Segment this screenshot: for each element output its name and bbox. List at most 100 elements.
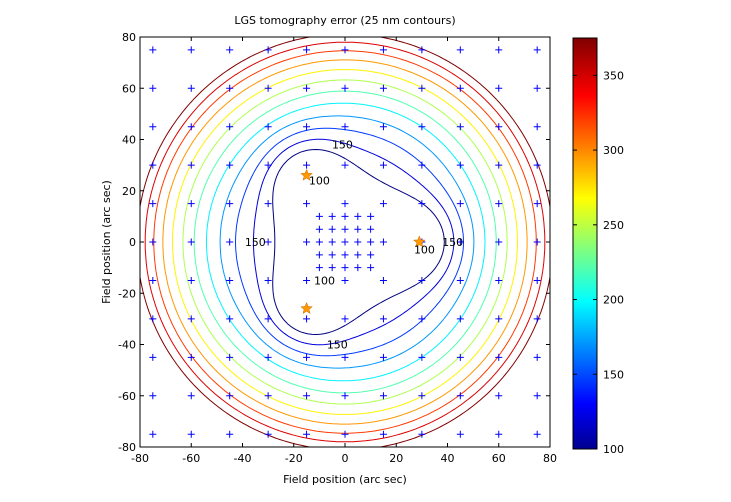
grid-point-marker: [418, 392, 426, 400]
grid-point-marker: [187, 84, 195, 92]
x-tick-label: -60: [182, 452, 200, 465]
grid-point-marker: [303, 84, 311, 92]
grid-point-marker: [149, 238, 157, 246]
grid-point-marker: [341, 251, 349, 259]
grid-point-marker: [328, 251, 336, 259]
colorbar-tick-label: 100: [603, 443, 624, 456]
contour-label: 100: [309, 175, 330, 188]
grid-point-marker: [495, 392, 503, 400]
x-axis-label: Field position (arc sec): [283, 473, 407, 486]
grid-point-marker: [264, 123, 272, 131]
grid-point-marker: [379, 200, 387, 208]
grid-point-marker: [341, 353, 349, 361]
grid-point-marker: [187, 238, 195, 246]
grid-point-marker: [315, 251, 323, 259]
grid-point-marker: [354, 251, 362, 259]
grid-point-marker: [328, 264, 336, 272]
contour-line-275: [172, 69, 518, 415]
grid-point-marker: [418, 46, 426, 54]
grid-point-marker: [379, 84, 387, 92]
grid-point-marker: [341, 161, 349, 169]
grid-point-marker: [226, 353, 234, 361]
contour-label: 150: [332, 139, 353, 152]
grid-point-marker: [303, 430, 311, 438]
grid-point-marker: [495, 353, 503, 361]
grid-point-marker: [456, 84, 464, 92]
grid-point-marker: [328, 212, 336, 220]
grid-point-marker: [264, 238, 272, 246]
grid-point-marker: [367, 264, 375, 272]
x-tick-label: 20: [389, 452, 403, 465]
grid-point-marker: [533, 353, 541, 361]
y-tick-label: -60: [118, 390, 136, 403]
contour-lines: [140, 37, 550, 447]
contour-labels: 150 100 150 100 150 100 150: [245, 139, 463, 352]
grid-point-marker: [418, 430, 426, 438]
y-axis-ticks: -80 -60 -40 -20 0 20 40 60 80: [118, 31, 550, 454]
grid-point-marker: [341, 225, 349, 233]
grid-point-marker: [226, 392, 234, 400]
lgs-star-marker: [300, 168, 313, 181]
grid-point-marker: [367, 238, 375, 246]
grid-point-marker: [379, 392, 387, 400]
grid-point-marker: [226, 123, 234, 131]
grid-point-marker: [533, 238, 541, 246]
grid-point-marker: [226, 315, 234, 323]
grid-point-marker: [495, 276, 503, 284]
lgs-star-marker: [412, 235, 426, 248]
grid-point-marker: [456, 315, 464, 323]
y-axis-label: Field position (arc sec): [100, 180, 113, 304]
grid-point-marker: [495, 200, 503, 208]
grid-point-marker: [303, 161, 311, 169]
grid-point-marker: [418, 84, 426, 92]
grid-point-marker: [315, 225, 323, 233]
grid-point-marker: [187, 430, 195, 438]
grid-point-marker: [341, 238, 349, 246]
contour-label: 100: [414, 244, 435, 257]
contour-line-300: [162, 59, 528, 425]
x-tick-label: -80: [131, 452, 149, 465]
grid-point-marker: [187, 161, 195, 169]
grid-point-marker: [456, 161, 464, 169]
contour-line-250: [182, 79, 508, 405]
grid-point-marker: [341, 84, 349, 92]
grid-point-marker: [187, 123, 195, 131]
grid-point-marker: [303, 315, 311, 323]
x-tick-label: 0: [342, 452, 349, 465]
colorbar-tick-label: 150: [603, 368, 624, 381]
grid-point-marker: [495, 84, 503, 92]
grid-point-marker: [187, 315, 195, 323]
grid-point-marker: [379, 46, 387, 54]
grid-point-marker: [303, 392, 311, 400]
grid-point-marker: [226, 276, 234, 284]
grid-point-marker: [456, 276, 464, 284]
colorbar-tick-label: 300: [603, 144, 624, 157]
contour-label: 100: [314, 274, 335, 287]
grid-point-marker: [264, 161, 272, 169]
y-tick-label: -80: [118, 441, 136, 454]
y-tick-label: -20: [118, 287, 136, 300]
grid-point-marker: [149, 353, 157, 361]
x-tick-label: -20: [285, 452, 303, 465]
grid-point-marker: [354, 238, 362, 246]
grid-point-marker: [341, 392, 349, 400]
grid-point-marker: [379, 430, 387, 438]
contour-line-375: [140, 37, 550, 447]
grid-point-marker: [264, 200, 272, 208]
grid-point-marker: [149, 161, 157, 169]
grid-point-marker: [264, 315, 272, 323]
grid-point-marker: [418, 161, 426, 169]
contour-label: 150: [245, 236, 266, 249]
y-tick-label: -40: [118, 339, 136, 352]
colorbar-tick-label: 250: [603, 219, 624, 232]
grid-point-marker: [533, 46, 541, 54]
grid-point-marker: [303, 276, 311, 284]
grid-point-marker: [341, 200, 349, 208]
grid-point-marker: [328, 238, 336, 246]
grid-point-marker: [367, 251, 375, 259]
grid-point-marker: [418, 200, 426, 208]
grid-point-marker: [264, 392, 272, 400]
grid-point-marker: [226, 161, 234, 169]
grid-point-marker: [379, 315, 387, 323]
